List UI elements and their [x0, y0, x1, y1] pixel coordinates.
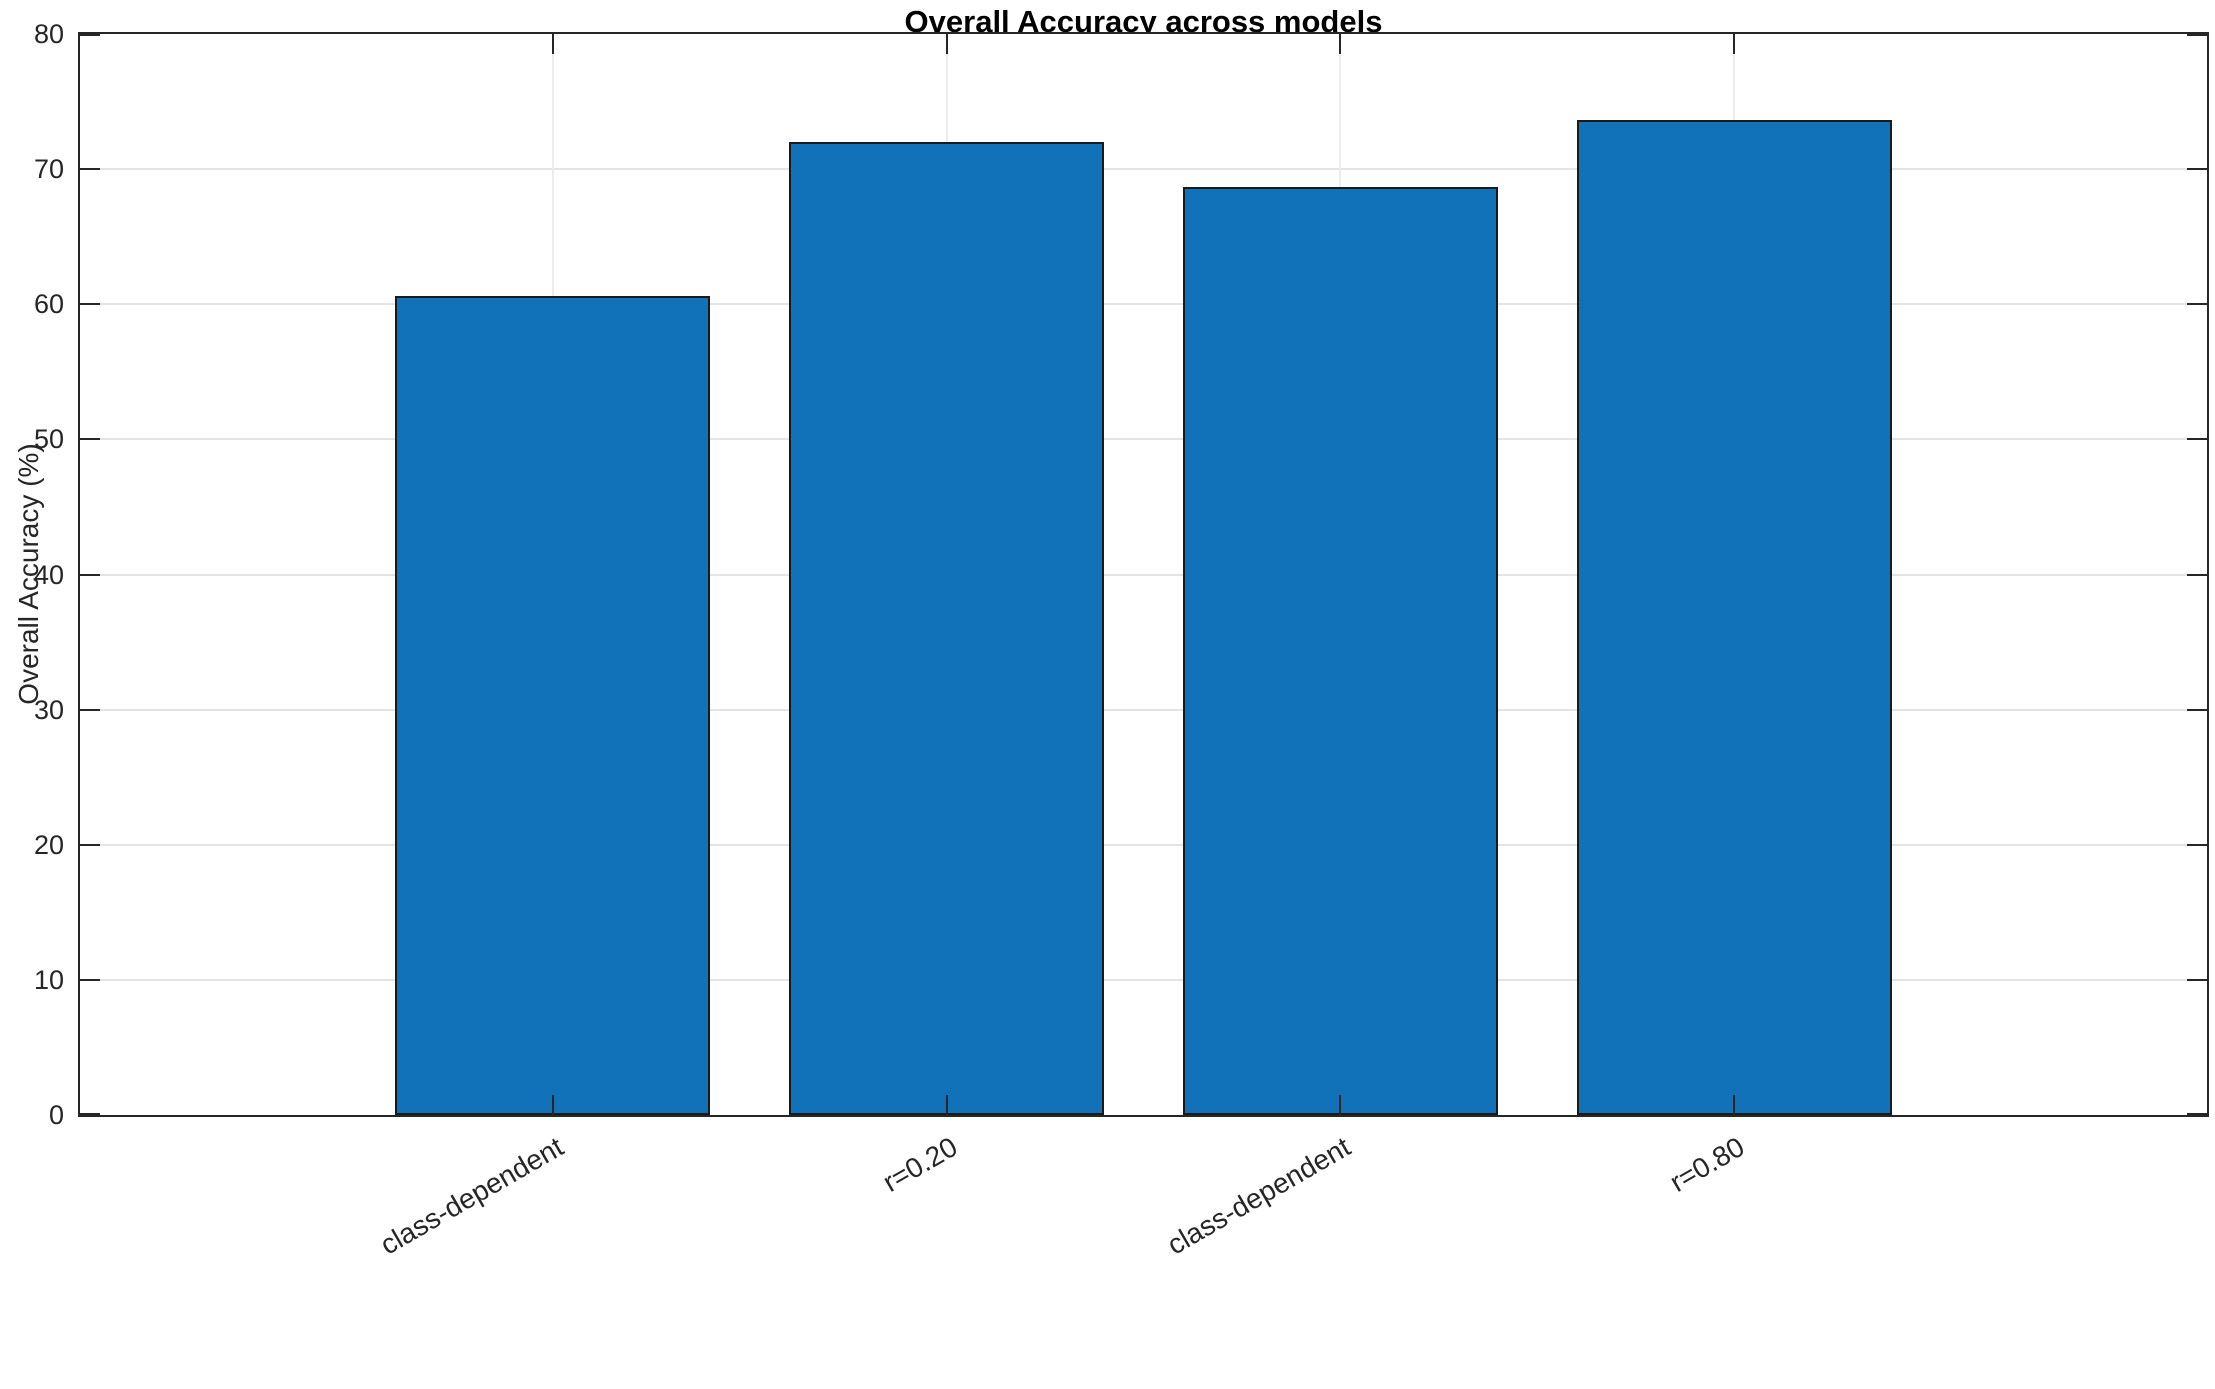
y-axis-tick	[2187, 168, 2207, 171]
figure-canvas: Overall Accuracy across models Overall A…	[13, 4, 2209, 1261]
y-axis-tick	[80, 573, 100, 576]
x-axis-tick	[1733, 1095, 1736, 1115]
y-tick-label: 20	[33, 829, 64, 860]
y-tick-label: 10	[33, 964, 64, 995]
y-axis-tick	[80, 438, 100, 441]
y-axis-tick	[80, 843, 100, 846]
y-gridline	[80, 168, 2207, 171]
y-gridline	[80, 978, 2207, 981]
bar	[1576, 120, 1892, 1115]
x-axis-tick	[551, 1095, 554, 1115]
y-tick-label: 60	[33, 289, 64, 320]
y-axis-tick	[80, 303, 100, 306]
x-axis-tick	[551, 34, 554, 54]
y-axis-tick	[80, 168, 100, 171]
bar	[1182, 186, 1498, 1115]
y-axis-tick	[2187, 978, 2207, 981]
y-tick-label: 50	[33, 424, 64, 455]
y-axis-tick	[80, 34, 100, 36]
x-tick-label: class-dependent	[1162, 1131, 1356, 1261]
x-axis-tick	[1339, 34, 1342, 54]
x-axis-tick	[945, 34, 948, 54]
y-axis-tick	[2187, 303, 2207, 306]
y-axis-tick	[2187, 573, 2207, 576]
plot-area	[78, 32, 2209, 1117]
y-tick-label: 80	[33, 19, 64, 49]
x-tick-label: class-dependent	[374, 1131, 569, 1261]
x-tick-label: r=0.80	[1664, 1131, 1750, 1198]
y-tick-label: 0	[48, 1100, 64, 1130]
y-gridline	[80, 843, 2207, 846]
y-axis-tick	[2187, 708, 2207, 711]
y-axis-tick	[2187, 438, 2207, 441]
y-gridline	[80, 573, 2207, 576]
y-tick-label: 70	[33, 154, 64, 185]
x-axis-tick	[1339, 1095, 1342, 1115]
y-axis-tick	[80, 708, 100, 711]
bar	[395, 296, 711, 1115]
y-axis-tick	[2187, 34, 2207, 36]
y-axis-tick	[2187, 843, 2207, 846]
x-tick-label: r=0.20	[877, 1131, 963, 1198]
y-axis-tick	[80, 978, 100, 981]
y-gridline	[80, 708, 2207, 711]
y-axis-tick	[2187, 1113, 2207, 1115]
y-gridline	[80, 303, 2207, 306]
bar	[789, 142, 1105, 1115]
x-axis-tick	[1733, 34, 1736, 54]
y-tick-label: 40	[33, 559, 64, 590]
y-gridline	[80, 438, 2207, 441]
x-axis-tick	[945, 1095, 948, 1115]
y-tick-label: 30	[33, 694, 64, 725]
y-axis-tick	[80, 1113, 100, 1115]
